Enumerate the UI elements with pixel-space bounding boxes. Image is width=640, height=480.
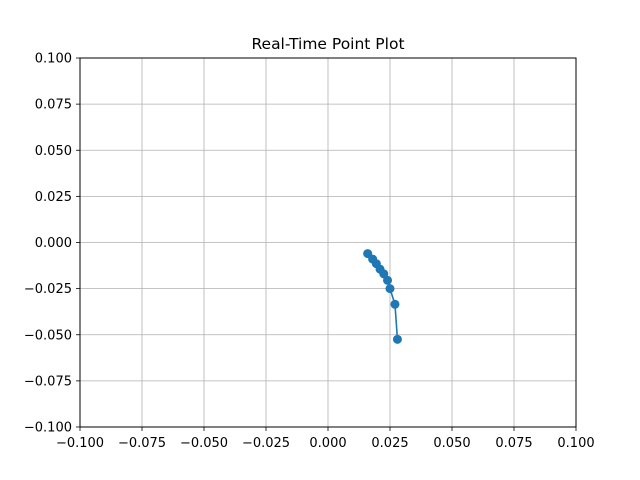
- y-tick-label: 0.025: [35, 190, 72, 205]
- x-tick-label: −0.025: [242, 436, 290, 451]
- x-tick-label: −0.100: [56, 436, 104, 451]
- series: [363, 249, 402, 344]
- x-tick-label: 0.025: [371, 436, 408, 451]
- data-point: [383, 275, 393, 285]
- data-point: [390, 299, 400, 309]
- x-tick-label: −0.075: [118, 436, 166, 451]
- y-tick-label: 0.050: [35, 144, 72, 159]
- x-tick-label: −0.050: [180, 436, 228, 451]
- x-tick-label: 0.000: [309, 436, 346, 451]
- data-point: [392, 334, 402, 344]
- y-tick-label: −0.100: [24, 421, 72, 436]
- y-tick-label: 0.000: [35, 236, 72, 251]
- y-tick-label: −0.025: [24, 282, 72, 297]
- y-tick-label: 0.075: [35, 98, 72, 113]
- y-tick-label: 0.100: [35, 52, 72, 67]
- x-tick-label: 0.075: [495, 436, 532, 451]
- chart-title: Real-Time Point Plot: [251, 35, 404, 53]
- ticks: −0.100 −0.075 −0.050 −0.025 0.000 0.025 0.050 0…: [24, 52, 595, 452]
- data-point: [385, 284, 395, 294]
- x-tick-label: 0.100: [557, 436, 594, 451]
- y-tick-label: −0.050: [24, 328, 72, 343]
- y-tick-label: −0.075: [24, 374, 72, 389]
- x-tick-label: 0.050: [433, 436, 470, 451]
